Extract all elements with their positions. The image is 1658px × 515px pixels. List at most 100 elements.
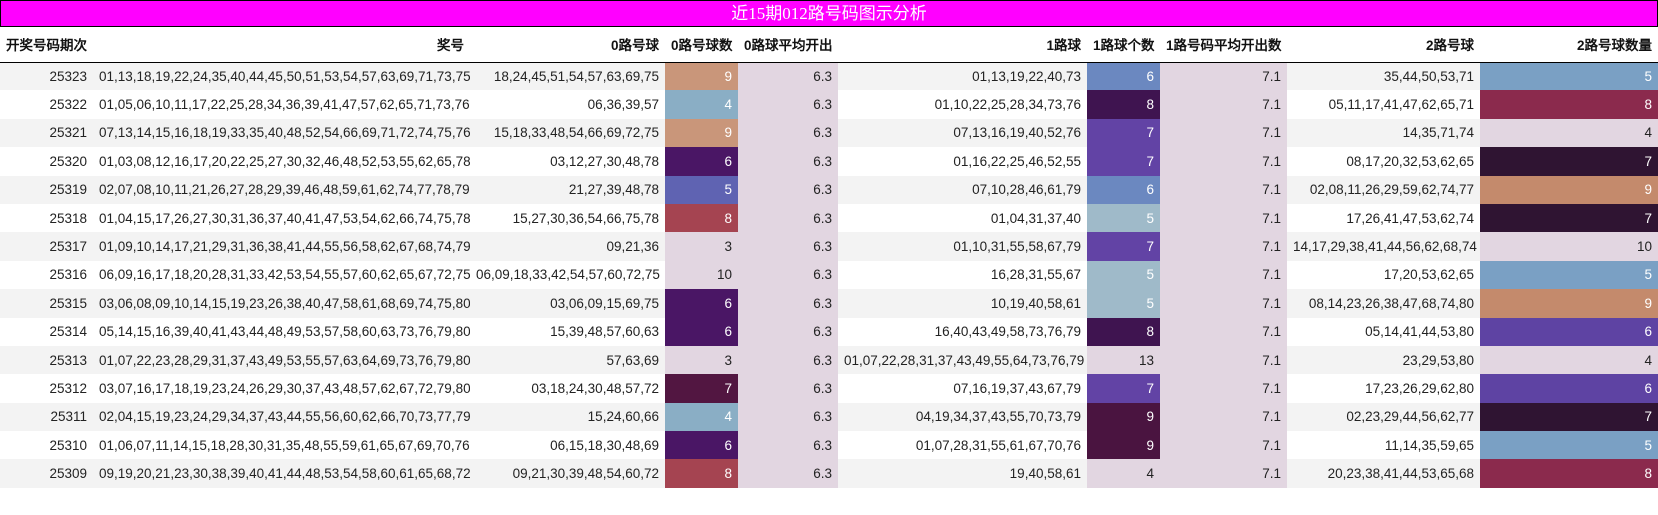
cell-r1-count: 7 [1087, 232, 1160, 261]
cell-r0-balls: 15,24,60,66 [470, 402, 665, 432]
cell-r0-balls: 03,06,09,15,69,75 [470, 289, 665, 318]
cell-r2-count: 6 [1480, 317, 1658, 346]
table-body: 25323 01,13,18,19,22,24,35,40,44,45,50,51… [0, 62, 1658, 488]
cell-r0-avg: 6.3 [738, 260, 838, 290]
cell-r2-count: 5 [1480, 260, 1658, 290]
cell-r0-balls: 15,27,30,36,54,66,75,78 [470, 203, 665, 233]
cell-r2-count: 7 [1480, 402, 1658, 432]
cell-r1-balls: 19,40,58,61 [838, 459, 1087, 488]
cell-r2-count: 7 [1480, 203, 1658, 233]
cell-r0-count: 4 [665, 90, 738, 119]
cell-period: 25322 [0, 90, 93, 119]
cell-r2-count: 10 [1480, 232, 1658, 261]
cell-numbers: 01,09,10,14,17,21,29,31,36,38,41,44,55,5… [93, 232, 470, 261]
cell-period: 25321 [0, 118, 93, 148]
cell-numbers: 05,14,15,16,39,40,41,43,44,48,49,53,57,5… [93, 317, 470, 346]
cell-r0-balls: 06,36,39,57 [470, 90, 665, 119]
cell-r0-avg: 6.3 [738, 118, 838, 148]
cell-r1-count: 13 [1087, 345, 1160, 375]
cell-r2-count: 5 [1480, 431, 1658, 460]
cell-r0-avg: 6.3 [738, 232, 838, 261]
cell-r1-avg: 7.1 [1160, 402, 1287, 432]
cell-period: 25319 [0, 175, 93, 204]
cell-r0-count: 8 [665, 203, 738, 233]
cell-r1-count: 7 [1087, 147, 1160, 176]
cell-numbers: 01,05,06,10,11,17,22,25,28,34,36,39,41,4… [93, 90, 470, 119]
cell-r1-count: 7 [1087, 118, 1160, 148]
cell-numbers: 03,06,08,09,10,14,15,19,23,26,38,40,47,5… [93, 289, 470, 318]
table-row: 25323 01,13,18,19,22,24,35,40,44,45,50,51… [0, 62, 1658, 91]
cell-r1-avg: 7.1 [1160, 147, 1287, 176]
table-row: 25315 03,06,08,09,10,14,15,19,23,26,38,40… [0, 289, 1658, 318]
cell-r1-avg: 7.1 [1160, 62, 1287, 91]
cell-r1-balls: 01,07,22,28,31,37,43,49,55,64,73,76,79 [838, 345, 1087, 375]
cell-r0-count: 7 [665, 374, 738, 403]
cell-r2-count: 4 [1480, 118, 1658, 148]
cell-r0-count: 3 [665, 232, 738, 261]
col-header-numbers: 奖号 [93, 27, 470, 63]
cell-period: 25317 [0, 232, 93, 261]
cell-r1-count: 8 [1087, 90, 1160, 119]
cell-r0-balls: 57,63,69 [470, 345, 665, 375]
cell-r0-count: 6 [665, 317, 738, 346]
cell-r1-avg: 7.1 [1160, 203, 1287, 233]
table-row: 25321 07,13,14,15,16,18,19,33,35,40,48,52… [0, 118, 1658, 148]
cell-numbers: 09,19,20,21,23,30,38,39,40,41,44,48,53,5… [93, 459, 470, 488]
cell-numbers: 06,09,16,17,18,20,28,31,33,42,53,54,55,5… [93, 260, 470, 290]
cell-period: 25315 [0, 289, 93, 318]
col-header-period: 开奖号码期次 [0, 27, 93, 63]
cell-r0-balls: 15,39,48,57,60,63 [470, 317, 665, 346]
cell-r0-count: 9 [665, 62, 738, 91]
table-row: 25318 01,04,15,17,26,27,30,31,36,37,40,41… [0, 203, 1658, 233]
cell-r1-balls: 01,16,22,25,46,52,55 [838, 147, 1087, 176]
cell-r0-balls: 03,12,27,30,48,78 [470, 147, 665, 176]
cell-r1-count: 4 [1087, 459, 1160, 488]
cell-r2-balls: 14,35,71,74 [1287, 118, 1480, 148]
cell-r2-balls: 11,14,35,59,65 [1287, 431, 1480, 460]
cell-r0-avg: 6.3 [738, 175, 838, 204]
cell-r0-avg: 6.3 [738, 90, 838, 119]
cell-r1-avg: 7.1 [1160, 345, 1287, 375]
cell-r0-avg: 6.3 [738, 203, 838, 233]
cell-r2-balls: 08,17,20,32,53,62,65 [1287, 147, 1480, 176]
cell-r2-balls: 14,17,29,38,41,44,56,62,68,74 [1287, 232, 1480, 261]
cell-period: 25323 [0, 62, 93, 91]
table-row: 25310 01,06,07,11,14,15,18,28,30,31,35,48… [0, 431, 1658, 460]
cell-r1-avg: 7.1 [1160, 317, 1287, 346]
cell-r1-count: 6 [1087, 62, 1160, 91]
cell-period: 25320 [0, 147, 93, 176]
cell-r0-count: 8 [665, 459, 738, 488]
cell-numbers: 01,06,07,11,14,15,18,28,30,31,35,48,55,5… [93, 431, 470, 460]
cell-period: 25318 [0, 203, 93, 233]
cell-r1-balls: 07,10,28,46,61,79 [838, 175, 1087, 204]
col-header-r1-balls: 1路球 [838, 27, 1087, 63]
cell-r2-balls: 20,23,38,41,44,53,65,68 [1287, 459, 1480, 488]
cell-r1-avg: 7.1 [1160, 459, 1287, 488]
cell-r2-balls: 17,26,41,47,53,62,74 [1287, 203, 1480, 233]
cell-r1-balls: 16,28,31,55,67 [838, 260, 1087, 290]
cell-numbers: 03,07,16,17,18,19,23,24,26,29,30,37,43,4… [93, 374, 470, 403]
cell-r0-count: 9 [665, 118, 738, 148]
cell-r1-avg: 7.1 [1160, 175, 1287, 204]
table-row: 25313 01,07,22,23,28,29,31,37,43,49,53,55… [0, 345, 1658, 375]
cell-r2-balls: 02,08,11,26,29,59,62,74,77 [1287, 175, 1480, 204]
col-header-r2-count: 2路号球数量 [1480, 27, 1658, 63]
cell-r0-balls: 18,24,45,51,54,57,63,69,75 [470, 62, 665, 91]
cell-r1-balls: 01,04,31,37,40 [838, 203, 1087, 233]
cell-period: 25314 [0, 317, 93, 346]
cell-numbers: 02,04,15,19,23,24,29,34,37,43,44,55,56,6… [93, 402, 470, 432]
cell-r1-avg: 7.1 [1160, 374, 1287, 403]
cell-r0-avg: 6.3 [738, 345, 838, 375]
cell-r1-balls: 01,10,22,25,28,34,73,76 [838, 90, 1087, 119]
cell-r1-avg: 7.1 [1160, 289, 1287, 318]
cell-r2-balls: 23,29,53,80 [1287, 345, 1480, 375]
cell-r1-balls: 07,16,19,37,43,67,79 [838, 374, 1087, 403]
cell-r1-avg: 7.1 [1160, 260, 1287, 290]
cell-r0-avg: 6.3 [738, 289, 838, 318]
analysis-table: 开奖号码期次 奖号 0路号球 0路号球数 0路球平均开出 1路球 1路球个数 1… [0, 27, 1658, 488]
cell-r0-balls: 09,21,30,39,48,54,60,72 [470, 459, 665, 488]
cell-r2-count: 4 [1480, 345, 1658, 375]
cell-r2-count: 9 [1480, 289, 1658, 318]
cell-r1-avg: 7.1 [1160, 118, 1287, 148]
cell-r0-avg: 6.3 [738, 431, 838, 460]
